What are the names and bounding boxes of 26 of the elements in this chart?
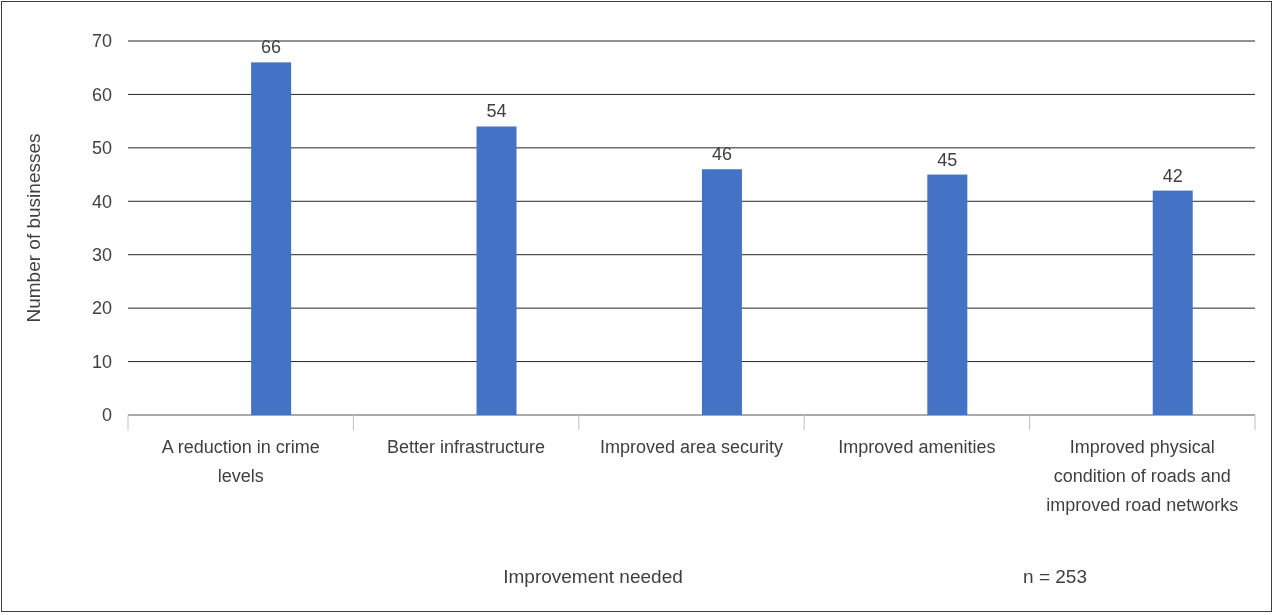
y-tick-label: 40	[91, 191, 112, 212]
y-tick-label: 70	[91, 31, 112, 52]
data-label: 54	[486, 101, 507, 122]
x-tick-label: Improved area security	[599, 437, 784, 457]
data-label: 66	[261, 37, 282, 58]
x-tick-label: Better infrastructure	[387, 437, 546, 457]
y-tick-label: 50	[91, 138, 112, 159]
y-axis-title: Number of businesses	[23, 133, 44, 323]
x-tick-label: Improved amenities	[838, 437, 996, 457]
data-label: 45	[937, 149, 958, 170]
y-tick-label: 30	[91, 244, 112, 265]
bar	[701, 169, 742, 415]
x-tick-label: Improved physical condition of roads and improved road networks	[1046, 437, 1239, 515]
data-label: 42	[1162, 165, 1183, 186]
bar	[927, 174, 968, 415]
y-tick-label: 10	[91, 351, 112, 372]
y-tick-label: 0	[101, 405, 112, 426]
data-label: 46	[711, 144, 732, 165]
text: n = 253	[1023, 566, 1087, 587]
bar	[1152, 190, 1193, 415]
x-axis-title: Improvement needed	[503, 566, 683, 587]
bar	[251, 62, 292, 415]
y-tick-label: 20	[91, 298, 112, 319]
x-tick-label: A reduction in crime levels	[161, 437, 320, 486]
bar	[476, 126, 517, 415]
y-tick-label: 60	[91, 84, 112, 105]
